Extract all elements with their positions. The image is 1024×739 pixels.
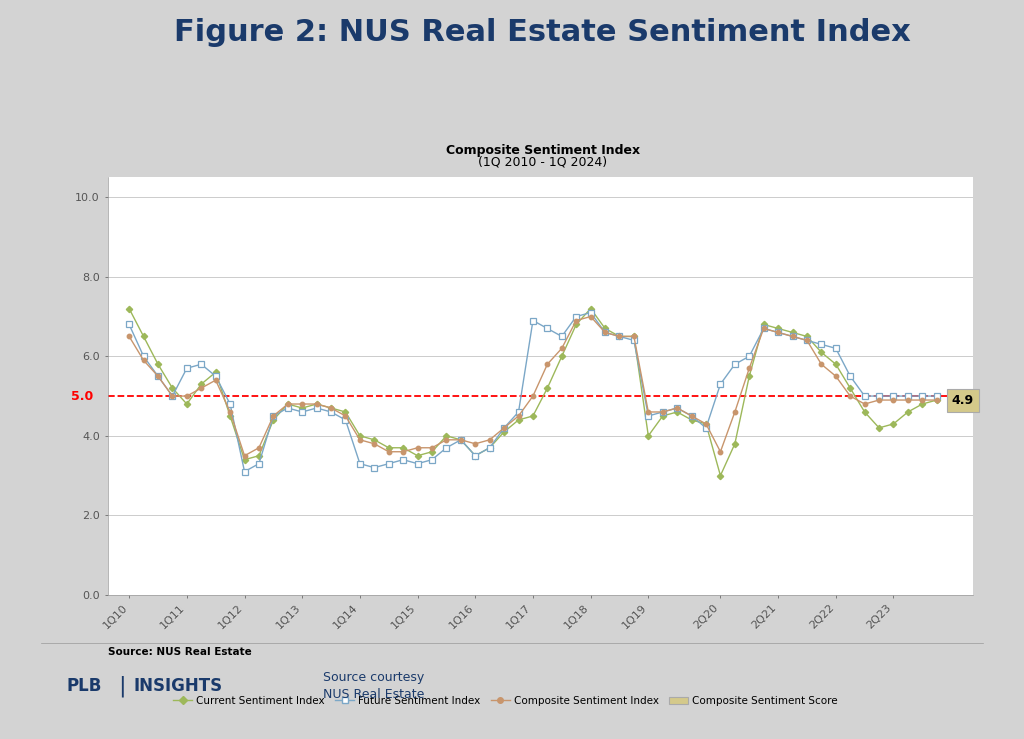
- Text: Figure 2: NUS Real Estate Sentiment Index: Figure 2: NUS Real Estate Sentiment Inde…: [174, 18, 911, 47]
- Text: Composite Sentiment Index: Composite Sentiment Index: [445, 144, 640, 157]
- Text: Source: NUS Real Estate: Source: NUS Real Estate: [108, 647, 251, 657]
- Text: 5.0: 5.0: [71, 389, 93, 403]
- Text: |: |: [118, 675, 125, 697]
- Text: Source courtesy
NUS Real Estate: Source courtesy NUS Real Estate: [323, 671, 424, 701]
- Text: 4.9: 4.9: [951, 394, 974, 406]
- Text: INSIGHTS: INSIGHTS: [133, 677, 222, 695]
- Text: (1Q 2010 - 1Q 2024): (1Q 2010 - 1Q 2024): [478, 155, 607, 168]
- Text: PLB: PLB: [67, 677, 102, 695]
- Legend: Current Sentiment Index, Future Sentiment Index, Composite Sentiment Index, Comp: Current Sentiment Index, Future Sentimen…: [169, 692, 842, 710]
